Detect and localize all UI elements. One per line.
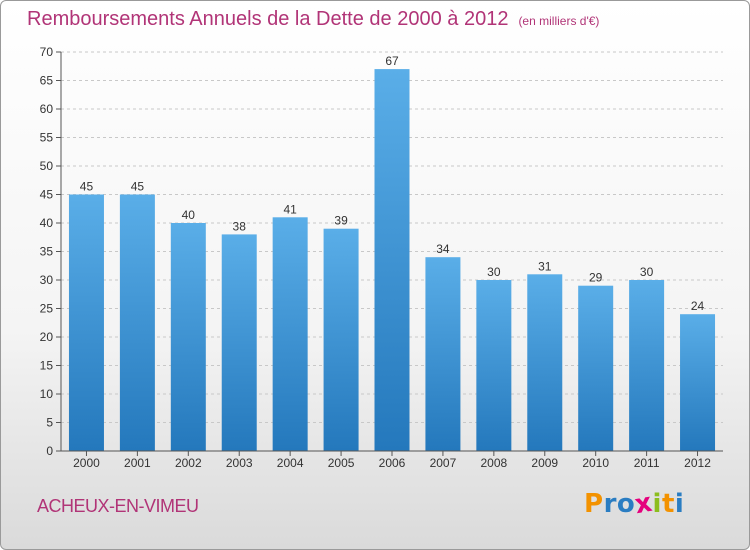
bar bbox=[425, 257, 461, 451]
town-name: ACHEUX-EN-VIMEU bbox=[37, 496, 199, 516]
bar-value-label: 29 bbox=[589, 271, 603, 285]
x-tick-label: 2004 bbox=[277, 456, 304, 470]
logo-letter: i bbox=[652, 489, 662, 519]
bar-value-label: 40 bbox=[182, 208, 196, 222]
x-tick-label: 2000 bbox=[73, 456, 100, 470]
bar-value-label: 45 bbox=[131, 180, 145, 194]
bar-value-label: 31 bbox=[538, 259, 552, 273]
y-tick-label: 45 bbox=[40, 188, 54, 202]
y-tick-label: 0 bbox=[46, 444, 53, 458]
y-tick-label: 20 bbox=[40, 330, 54, 344]
chart-title: Remboursements Annuels de la Dette de 20… bbox=[27, 8, 599, 31]
x-tick-label: 2001 bbox=[124, 456, 151, 470]
y-tick-label: 50 bbox=[40, 159, 54, 173]
bar-value-label: 34 bbox=[436, 242, 450, 256]
bar-value-label: 41 bbox=[283, 202, 297, 216]
y-tick-label: 5 bbox=[46, 416, 53, 430]
bar-value-label: 30 bbox=[640, 265, 654, 279]
bar bbox=[680, 314, 716, 451]
bar bbox=[323, 228, 359, 451]
x-tick-label: 2003 bbox=[226, 456, 253, 470]
y-tick-label: 10 bbox=[40, 387, 54, 401]
bar bbox=[629, 280, 665, 451]
bar bbox=[170, 223, 206, 451]
y-tick-label: 65 bbox=[40, 74, 54, 88]
bar-value-label: 24 bbox=[691, 299, 705, 313]
x-tick-label: 2007 bbox=[430, 456, 457, 470]
bar-value-label: 38 bbox=[233, 219, 247, 233]
x-tick-label: 2012 bbox=[684, 456, 711, 470]
chart-title-text: Remboursements Annuels de la Dette de 20… bbox=[27, 8, 509, 30]
bar bbox=[578, 285, 614, 451]
proxiti-logo: Proxiti bbox=[584, 488, 685, 521]
y-tick-label: 25 bbox=[40, 302, 54, 316]
bar-value-label: 30 bbox=[487, 265, 501, 279]
bar bbox=[68, 194, 104, 451]
bar-value-label: 45 bbox=[80, 180, 94, 194]
chart-subtitle: (en milliers d'€) bbox=[518, 14, 600, 28]
logo-letter: P bbox=[584, 489, 604, 519]
logo-letter: o bbox=[616, 489, 636, 519]
y-tick-label: 40 bbox=[40, 216, 54, 230]
logo-letter: t bbox=[661, 489, 675, 519]
bar bbox=[476, 280, 512, 451]
axes: 0 5 10 15 20 25 30 35 40 45 50 55 60 65 70 2000 2001 2002… bbox=[40, 45, 723, 470]
bar-value-label: 39 bbox=[334, 214, 348, 228]
x-tick-label: 2002 bbox=[175, 456, 202, 470]
bar bbox=[119, 194, 155, 451]
bar bbox=[272, 217, 308, 451]
bar bbox=[374, 69, 410, 451]
x-tick-label: 2010 bbox=[582, 456, 609, 470]
logo-letter: i bbox=[674, 489, 685, 519]
x-tick-label: 2009 bbox=[531, 456, 558, 470]
x-tick-label: 2006 bbox=[379, 456, 406, 470]
y-tick-label: 60 bbox=[40, 102, 54, 116]
bar bbox=[221, 234, 257, 451]
bar-value-label: 67 bbox=[385, 54, 399, 68]
y-tick-label: 15 bbox=[40, 359, 54, 373]
x-tick-label: 2011 bbox=[634, 456, 660, 470]
y-tick-label: 70 bbox=[40, 45, 54, 59]
logo-letter: r bbox=[603, 489, 617, 519]
bar bbox=[527, 274, 563, 451]
y-tick-label: 55 bbox=[40, 131, 54, 145]
x-tick-label: 2005 bbox=[328, 456, 355, 470]
y-tick-label: 35 bbox=[40, 245, 54, 259]
y-tick-label: 30 bbox=[40, 273, 54, 287]
x-tick-label: 2008 bbox=[480, 456, 507, 470]
bars: 45 45 40 38 41 39 67 34 30 31 29 30 24 bbox=[68, 54, 716, 451]
